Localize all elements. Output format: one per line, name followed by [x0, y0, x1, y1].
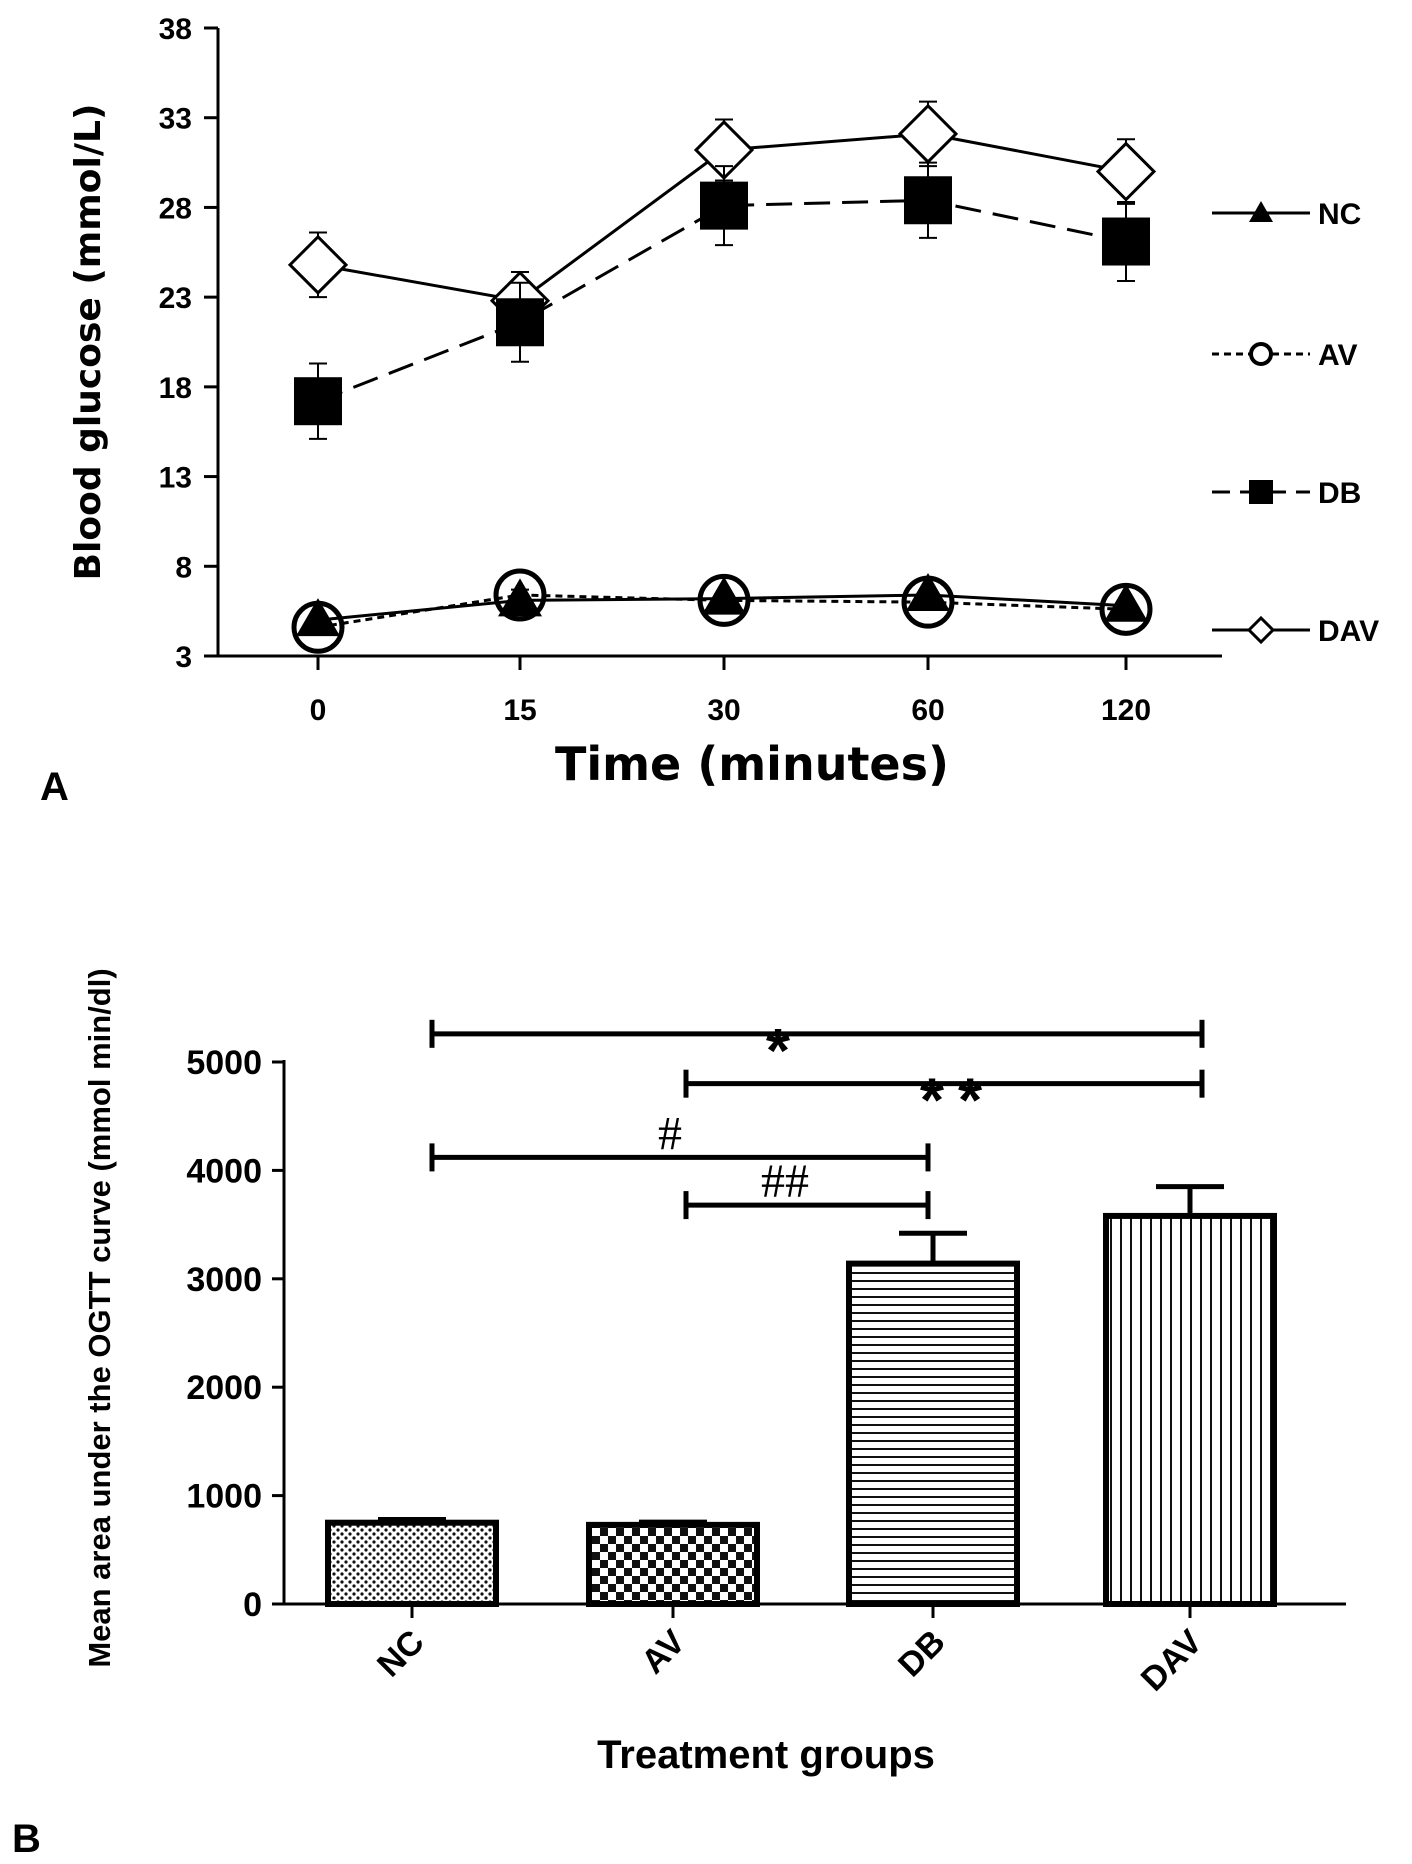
y-tick-label-b: 0 — [243, 1586, 262, 1624]
data-point-nc — [1104, 583, 1148, 622]
category-label-av: AV — [634, 1623, 693, 1682]
significance-bracket: * — [429, 1017, 1205, 1086]
bar-group-dav — [1103, 1184, 1277, 1607]
y-tick-label-b: 3000 — [186, 1261, 262, 1299]
legend-marker-db — [1249, 480, 1273, 504]
legend-item-db: DB — [1212, 477, 1361, 510]
significance-bracket: ** — [683, 1067, 1205, 1136]
panel-label-b: B — [12, 1817, 41, 1861]
legend-label-dav: DAV — [1318, 615, 1379, 648]
y-axis-title-a: Blood glucose (mmol/L) — [68, 104, 109, 581]
significance-bracket: # — [429, 1107, 931, 1172]
data-point-av — [493, 568, 547, 622]
data-point-nc — [296, 598, 340, 637]
category-label-dav: DAV — [1134, 1623, 1210, 1699]
x-tick-label-a: 120 — [1101, 694, 1151, 727]
data-point-dav — [1095, 141, 1157, 202]
data-point-db — [1102, 217, 1150, 266]
significance-bracket: ## — [683, 1155, 931, 1220]
data-point-db — [700, 181, 748, 230]
x-tick-label-a: 0 — [310, 694, 327, 727]
category-label-nc: NC — [370, 1623, 432, 1685]
panel-label-a: A — [40, 765, 69, 809]
bar-av — [586, 1521, 760, 1608]
significance-label: ## — [761, 1155, 809, 1208]
data-point-db — [294, 377, 342, 426]
data-point-db — [904, 176, 952, 225]
y-tick-label-a: 23 — [159, 282, 192, 315]
bar-nc — [325, 1519, 499, 1607]
x-axis-title-a: Time (minutes) — [555, 737, 949, 791]
y-tick-label-a: 3 — [175, 641, 192, 674]
y-tick-label-b: 5000 — [186, 1044, 262, 1082]
bar-group-nc — [325, 1516, 499, 1607]
y-tick-label-a: 38 — [159, 13, 192, 46]
data-point-dav — [897, 103, 959, 164]
series-db — [294, 161, 1150, 440]
bar-group-db — [846, 1230, 1020, 1608]
data-point-dav — [287, 234, 349, 295]
series-line-db — [317, 198, 1127, 403]
legend-marker-av — [1249, 342, 1273, 366]
data-point-av — [901, 575, 955, 629]
data-point-av — [697, 573, 751, 627]
bar-dav — [1103, 1212, 1277, 1607]
legend-item-nc: NC — [1212, 198, 1361, 231]
legend-label-nc: NC — [1318, 198, 1361, 231]
legend-item-av: AV — [1212, 339, 1357, 372]
x-tick-label-a: 15 — [503, 694, 536, 727]
y-tick-label-a: 33 — [159, 103, 192, 136]
legend-marker-nc — [1249, 201, 1273, 222]
y-axis-title-b: Mean area under the OGTT curve (mmol min… — [82, 968, 117, 1667]
significance-label: ** — [920, 1067, 996, 1136]
y-tick-label-b: 4000 — [186, 1152, 262, 1190]
x-tick-label-a: 60 — [911, 694, 944, 727]
y-tick-label-a: 28 — [159, 192, 192, 225]
y-tick-label-a: 13 — [159, 462, 192, 495]
legend-label-av: AV — [1318, 339, 1357, 372]
legend-label-db: DB — [1318, 477, 1361, 510]
x-axis-title-b: Treatment groups — [597, 1733, 935, 1777]
y-tick-label-b: 2000 — [186, 1369, 262, 1407]
bar-db — [846, 1260, 1020, 1608]
y-tick-label-a: 18 — [159, 372, 192, 405]
x-tick-label-a: 30 — [707, 694, 740, 727]
data-point-av — [1099, 582, 1153, 636]
series-av — [291, 568, 1153, 654]
y-tick-label-b: 1000 — [186, 1478, 262, 1516]
bar-group-av — [586, 1519, 760, 1608]
legend-item-dav: DAV — [1212, 615, 1379, 648]
category-label-db: DB — [891, 1623, 953, 1685]
significance-label: # — [658, 1107, 682, 1160]
significance-label: * — [766, 1017, 791, 1086]
legend-marker-dav — [1246, 615, 1276, 645]
data-point-av — [291, 600, 345, 654]
data-point-db — [496, 298, 544, 347]
y-tick-label-a: 8 — [175, 551, 192, 584]
